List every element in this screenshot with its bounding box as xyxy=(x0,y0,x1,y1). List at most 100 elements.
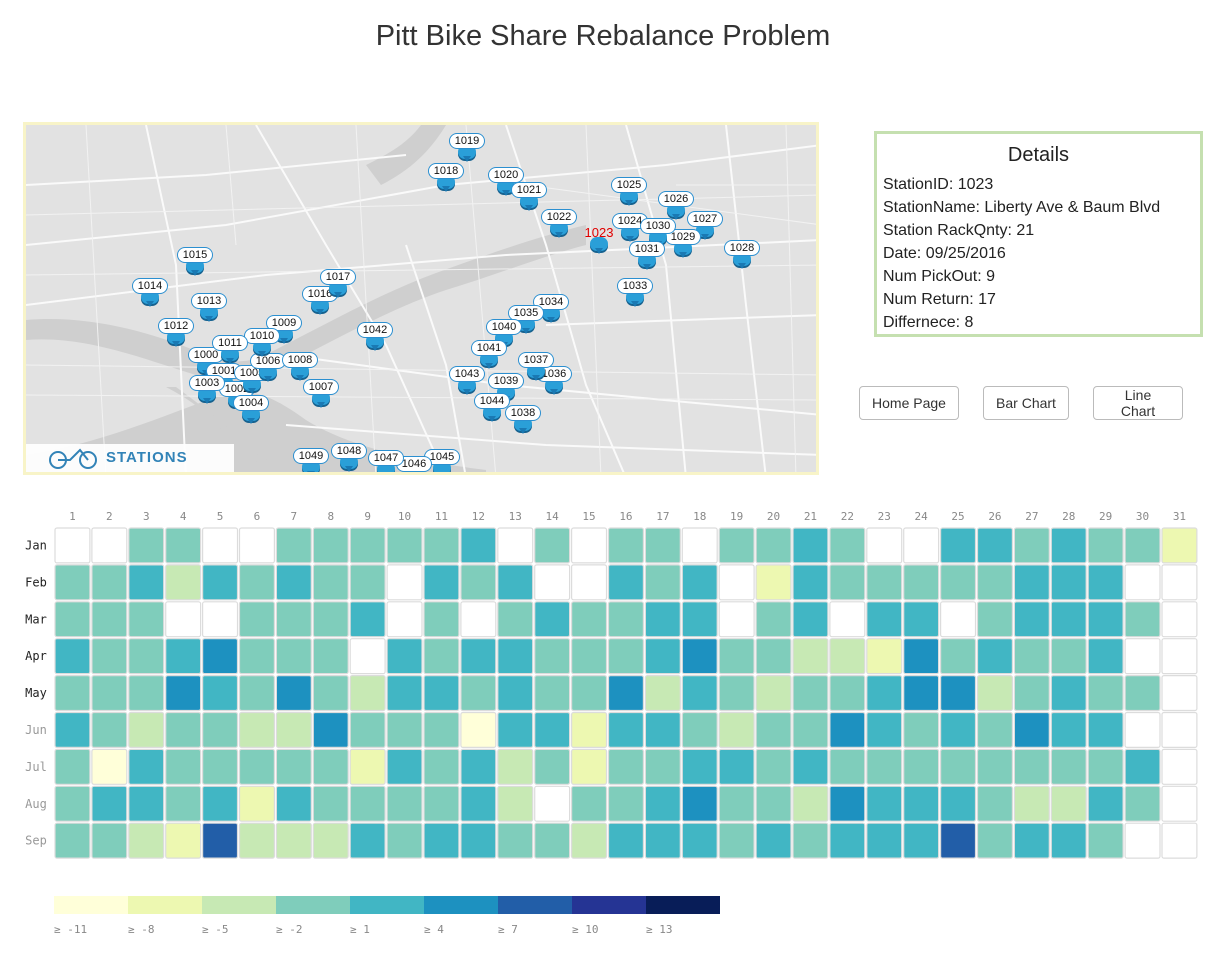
heatmap-cell[interactable] xyxy=(1050,527,1087,564)
heatmap-cell[interactable] xyxy=(1161,822,1198,859)
heatmap-cell[interactable] xyxy=(607,675,645,712)
heatmap-cell[interactable] xyxy=(386,748,423,785)
station-marker[interactable]: 1008 xyxy=(282,352,318,382)
station-marker[interactable]: 1020 xyxy=(488,167,524,197)
heatmap-cell[interactable] xyxy=(1050,601,1087,638)
heatmap-cell[interactable] xyxy=(792,785,829,822)
heatmap-cell[interactable] xyxy=(386,601,423,638)
heatmap-cell[interactable] xyxy=(976,564,1014,601)
heatmap-cell[interactable] xyxy=(128,601,165,638)
heatmap-cell[interactable] xyxy=(1124,601,1161,638)
heatmap-cell[interactable] xyxy=(644,822,681,859)
heatmap-cell[interactable] xyxy=(829,527,866,564)
heatmap-cell[interactable] xyxy=(202,601,239,638)
heatmap-cell[interactable] xyxy=(165,675,202,712)
heatmap-cell[interactable] xyxy=(1050,711,1087,749)
heatmap-cell[interactable] xyxy=(903,638,940,675)
heatmap-cell[interactable] xyxy=(497,564,534,601)
heatmap-cell[interactable] xyxy=(1124,711,1161,749)
heatmap-cell[interactable] xyxy=(202,675,239,712)
heatmap-cell[interactable] xyxy=(718,527,755,564)
heatmap-cell[interactable] xyxy=(1013,601,1050,638)
heatmap-cell[interactable] xyxy=(939,675,977,712)
heatmap-cell[interactable] xyxy=(460,711,497,749)
heatmap-cell[interactable] xyxy=(792,822,829,859)
heatmap-cell[interactable] xyxy=(1161,638,1198,675)
heatmap-cell[interactable] xyxy=(644,564,681,601)
heatmap-cell[interactable] xyxy=(976,638,1014,675)
heatmap-cell[interactable] xyxy=(54,527,91,564)
heatmap-cell[interactable] xyxy=(1050,675,1087,712)
heatmap-cell[interactable] xyxy=(939,785,977,822)
heatmap-cell[interactable] xyxy=(792,675,829,712)
heatmap-cell[interactable] xyxy=(534,711,571,749)
heatmap-cell[interactable] xyxy=(570,675,608,712)
heatmap-cell[interactable] xyxy=(1087,527,1124,564)
heatmap-cell[interactable] xyxy=(1161,564,1198,601)
heatmap-cell[interactable] xyxy=(165,748,202,785)
heatmap-cell[interactable] xyxy=(903,675,940,712)
heatmap-cell[interactable] xyxy=(275,711,312,749)
heatmap-cell[interactable] xyxy=(312,564,349,601)
heatmap-cell[interactable] xyxy=(718,785,755,822)
heatmap-cell[interactable] xyxy=(939,822,977,859)
heatmap-cell[interactable] xyxy=(903,711,940,749)
heatmap-cell[interactable] xyxy=(866,748,903,785)
heatmap-cell[interactable] xyxy=(91,527,128,564)
heatmap-cell[interactable] xyxy=(386,785,423,822)
heatmap-cell[interactable] xyxy=(312,601,349,638)
station-marker[interactable]: 1012 xyxy=(158,318,194,348)
heatmap-cell[interactable] xyxy=(1050,785,1087,822)
heatmap-cell[interactable] xyxy=(349,638,386,675)
heatmap-cell[interactable] xyxy=(534,748,571,785)
heatmap-cell[interactable] xyxy=(866,638,903,675)
heatmap-cell[interactable] xyxy=(423,601,460,638)
heatmap-cell[interactable] xyxy=(607,527,645,564)
heatmap-cell[interactable] xyxy=(423,638,460,675)
heatmap-cell[interactable] xyxy=(681,527,718,564)
heatmap-cell[interactable] xyxy=(792,748,829,785)
heatmap-cell[interactable] xyxy=(238,601,276,638)
heatmap-cell[interactable] xyxy=(570,785,608,822)
heatmap-cell[interactable] xyxy=(238,564,276,601)
heatmap-cell[interactable] xyxy=(1087,675,1124,712)
heatmap-cell[interactable] xyxy=(903,601,940,638)
heatmap-cell[interactable] xyxy=(54,711,91,749)
heatmap-cell[interactable] xyxy=(976,601,1014,638)
heatmap-cell[interactable] xyxy=(1087,748,1124,785)
heatmap-cell[interactable] xyxy=(792,601,829,638)
heatmap-cell[interactable] xyxy=(91,564,128,601)
heatmap-cell[interactable] xyxy=(386,675,423,712)
heatmap-cell[interactable] xyxy=(165,527,202,564)
heatmap-cell[interactable] xyxy=(460,638,497,675)
heatmap-cell[interactable] xyxy=(681,822,718,859)
station-marker[interactable]: 1024 xyxy=(612,213,648,243)
heatmap-cell[interactable] xyxy=(91,822,128,859)
heatmap-cell[interactable] xyxy=(312,638,349,675)
heatmap-cell[interactable] xyxy=(718,711,755,749)
heatmap-cell[interactable] xyxy=(1050,822,1087,859)
heatmap-cell[interactable] xyxy=(607,822,645,859)
heatmap-cell[interactable] xyxy=(460,675,497,712)
heatmap-cell[interactable] xyxy=(607,785,645,822)
heatmap-cell[interactable] xyxy=(386,638,423,675)
heatmap-cell[interactable] xyxy=(497,711,534,749)
line-chart-button[interactable]: Line Chart xyxy=(1093,386,1183,420)
heatmap-cell[interactable] xyxy=(681,748,718,785)
station-marker[interactable]: 1047 xyxy=(368,450,404,472)
heatmap-cell[interactable] xyxy=(607,748,645,785)
heatmap-cell[interactable] xyxy=(202,711,239,749)
heatmap-cell[interactable] xyxy=(54,822,91,859)
heatmap-cell[interactable] xyxy=(534,785,571,822)
heatmap-cell[interactable] xyxy=(165,638,202,675)
heatmap-cell[interactable] xyxy=(460,785,497,822)
station-marker[interactable]: 1037 xyxy=(518,352,554,382)
heatmap-cell[interactable] xyxy=(829,785,866,822)
station-marker[interactable]: 1019 xyxy=(449,133,485,163)
heatmap-cell[interactable] xyxy=(866,564,903,601)
heatmap-cell[interactable] xyxy=(534,822,571,859)
heatmap-cell[interactable] xyxy=(681,564,718,601)
station-marker[interactable]: 1049 xyxy=(293,448,329,472)
heatmap-cell[interactable] xyxy=(165,711,202,749)
heatmap-cell[interactable] xyxy=(681,601,718,638)
